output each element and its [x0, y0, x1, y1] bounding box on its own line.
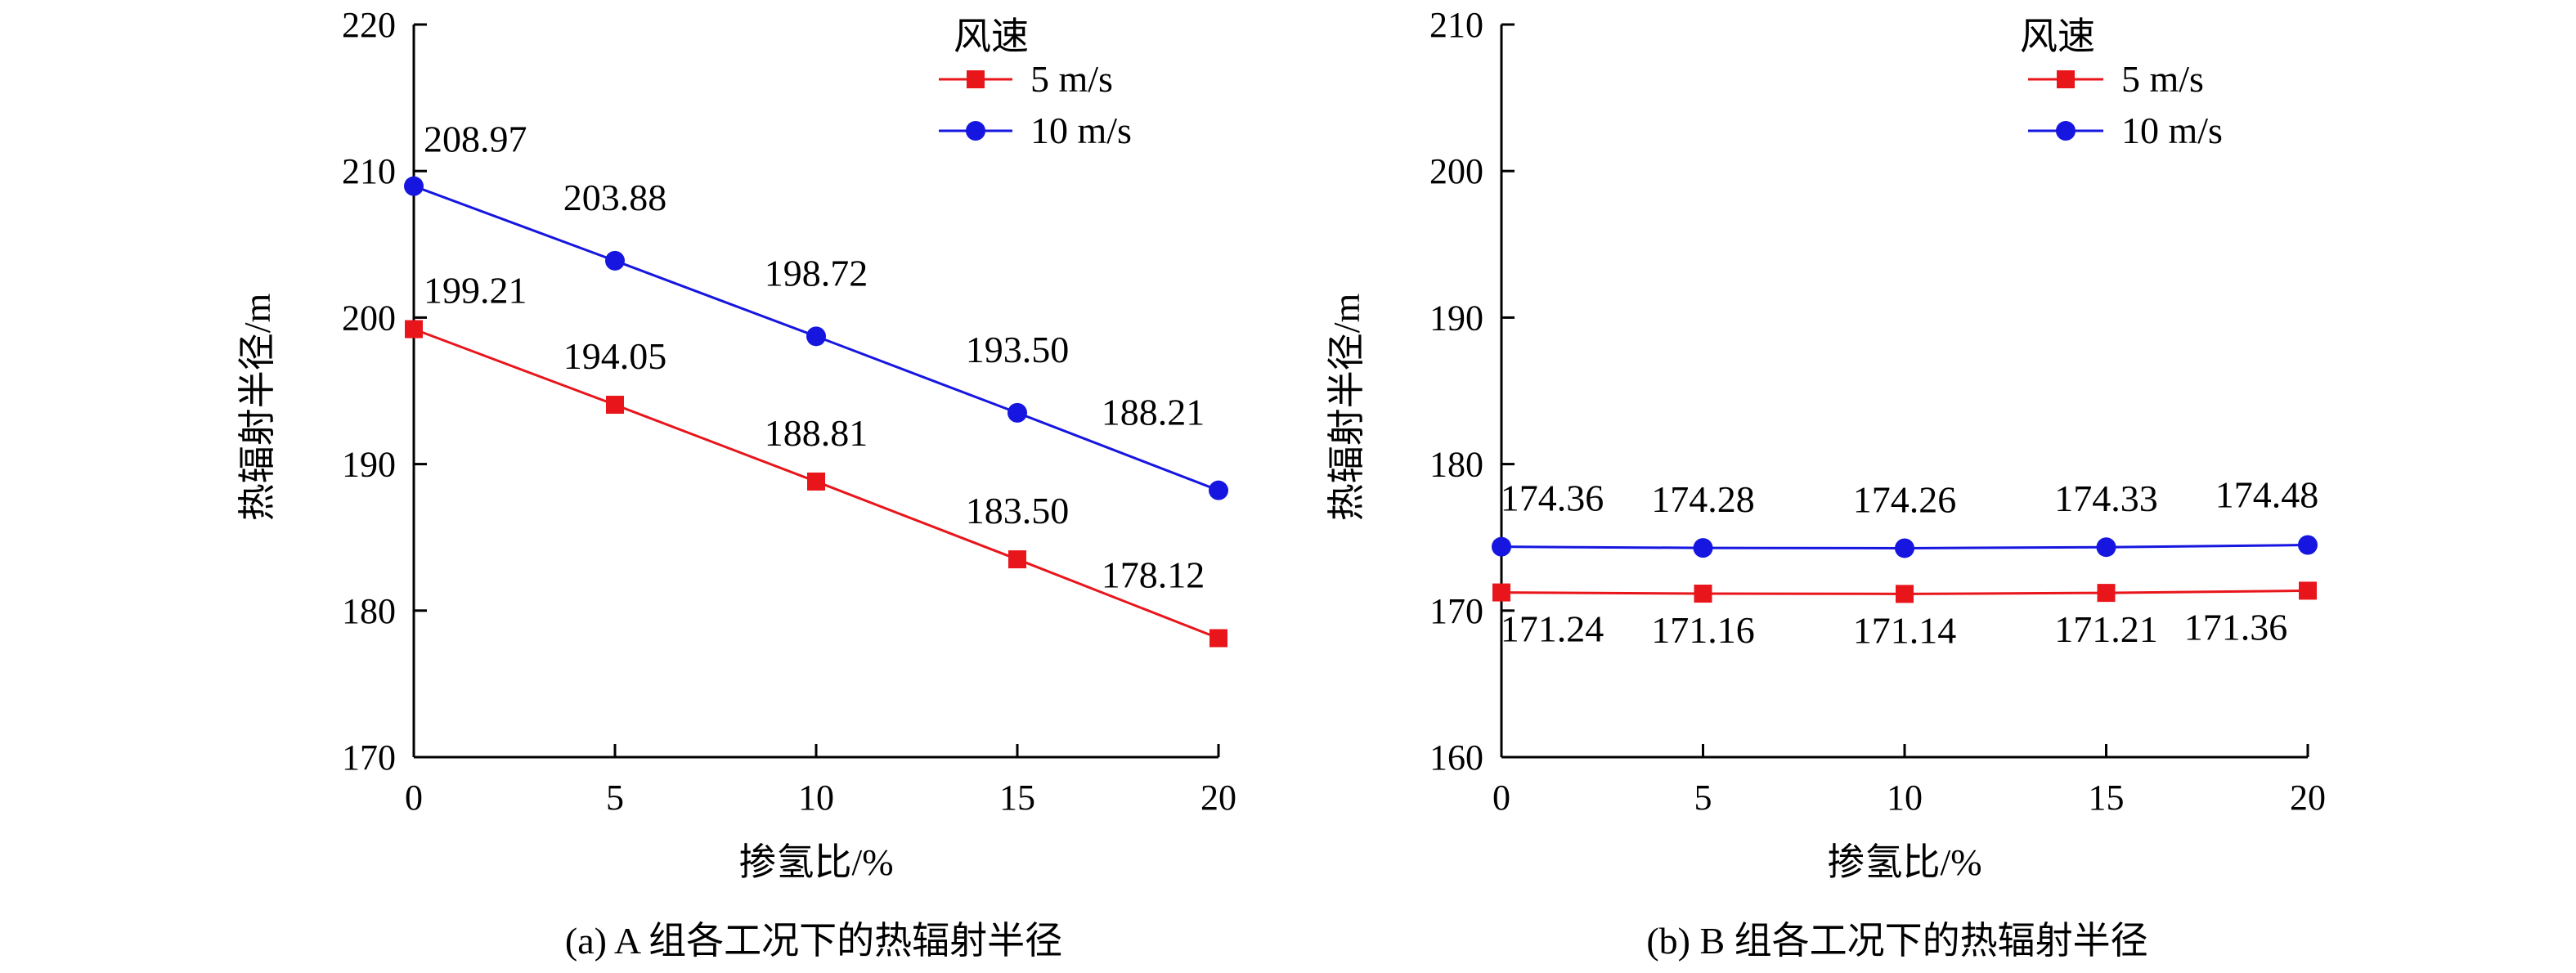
data-label: 171.36	[2184, 606, 2288, 648]
x-tick-label: 15	[2089, 778, 2125, 818]
y-axis-label: 热辐射半径/m	[1326, 294, 1367, 522]
legend-label: 10 m/s	[1030, 110, 1132, 151]
data-point-square	[1896, 585, 1914, 603]
y-tick-label: 200	[1429, 151, 1483, 191]
data-point-circle	[404, 176, 424, 196]
figure-caption: (b) B 组各工况下的热辐射半径	[1646, 920, 2147, 962]
y-tick-label: 190	[342, 445, 396, 485]
data-label: 171.16	[1651, 609, 1755, 651]
x-axis-label: 掺氢比/%	[738, 841, 893, 883]
data-point-circle	[1492, 536, 1511, 557]
y-tick-label: 180	[1429, 445, 1483, 485]
chart-panel-b: 160 170 180 190 200 210 0 5 10 15 20 热辐射半径/m 掺氢比/% (b…	[1326, 5, 2326, 962]
legend-label: 10 m/s	[2121, 110, 2223, 151]
y-tick-label: 200	[342, 298, 396, 338]
y-axis-label: 热辐射半径/m	[236, 294, 278, 522]
y-tick-label: 210	[1429, 5, 1483, 45]
x-axis-label: 掺氢比/%	[1827, 841, 1981, 883]
data-label: 171.14	[1853, 609, 1957, 651]
data-label: 174.28	[1651, 478, 1755, 520]
data-point-square	[1209, 629, 1227, 648]
x-tick-label: 5	[606, 778, 624, 818]
data-label: 188.81	[765, 412, 868, 454]
data-point-square	[1694, 585, 1712, 603]
data-point-square	[606, 396, 624, 415]
y-tick-label: 220	[342, 5, 396, 45]
chart-panel-a: 170 180 190 200 210 220 0 5 10 15 20 热辐射半径/m 掺氢比/% (a…	[236, 5, 1236, 962]
x-tick-label: 20	[2290, 778, 2326, 818]
legend-label: 5 m/s	[2121, 58, 2204, 100]
data-point-square	[807, 472, 825, 491]
y-tick-label: 160	[1429, 738, 1483, 778]
data-label: 174.36	[1501, 478, 1604, 519]
x-tick-label: 10	[798, 778, 834, 818]
data-label: 178.12	[1102, 554, 1205, 595]
data-label: 171.24	[1501, 608, 1604, 650]
data-point-circle	[605, 250, 625, 271]
data-label: 174.33	[2054, 478, 2158, 519]
data-point-circle	[1209, 480, 1228, 500]
data-point-circle	[2298, 535, 2318, 555]
data-point-circle	[1895, 538, 1914, 558]
data-point-square	[405, 320, 423, 339]
data-label: 188.21	[1102, 392, 1205, 433]
y-tick-label: 190	[1429, 298, 1483, 338]
data-point-circle	[1693, 538, 1713, 558]
legend-title: 风速	[2020, 16, 2095, 57]
data-label: 199.21	[424, 270, 527, 312]
data-point-square	[2097, 584, 2116, 603]
legend-marker-circle	[2056, 121, 2076, 141]
data-point-square	[1008, 550, 1026, 569]
data-point-square	[2299, 581, 2317, 600]
x-tick-label: 20	[1200, 778, 1236, 818]
data-label: 183.50	[966, 490, 1070, 531]
x-tick-label: 10	[1887, 778, 1923, 818]
data-label: 174.48	[2215, 474, 2319, 516]
legend-marker-square	[967, 70, 985, 88]
legend-marker-circle	[966, 121, 985, 141]
data-label: 194.05	[563, 335, 667, 377]
x-tick-label: 0	[405, 778, 423, 818]
data-point-circle	[1008, 402, 1027, 423]
y-tick-label: 170	[342, 738, 396, 778]
data-label: 198.72	[765, 252, 868, 294]
data-label: 203.88	[563, 177, 667, 218]
data-label: 208.97	[424, 119, 527, 160]
y-tick-label: 180	[342, 591, 396, 631]
legend-marker-square	[2057, 70, 2075, 88]
data-label: 174.26	[1853, 478, 1957, 520]
y-tick-label: 210	[342, 151, 396, 191]
data-label: 193.50	[966, 329, 1070, 370]
x-tick-label: 0	[1492, 778, 1510, 818]
x-tick-label: 15	[999, 778, 1035, 818]
data-label: 171.21	[2054, 608, 2158, 650]
data-point-circle	[806, 326, 826, 347]
legend-label: 5 m/s	[1030, 58, 1113, 100]
figure-caption: (a) A 组各工况下的热辐射半径	[565, 920, 1062, 962]
legend-title: 风速	[954, 16, 1029, 57]
x-tick-label: 5	[1694, 778, 1712, 818]
data-point-square	[1492, 583, 1510, 602]
data-point-circle	[2096, 537, 2116, 558]
y-tick-label: 170	[1429, 591, 1483, 631]
